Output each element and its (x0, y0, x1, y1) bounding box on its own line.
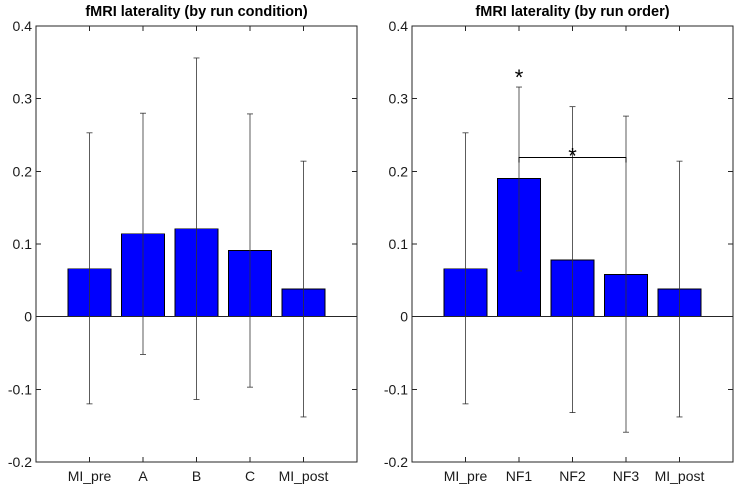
y-tick-label: 0.1 (389, 236, 409, 252)
x-tick-label: MI_pre (68, 468, 112, 484)
significance-bracket (518, 157, 627, 163)
x-tick-label: NF1 (506, 468, 533, 484)
y-tick-label: 0 (400, 309, 408, 325)
x-tick-label: MI_post (655, 468, 705, 484)
chart-title: fMRI laterality (by run condition) (85, 4, 308, 20)
y-tick-label: -0.2 (384, 454, 408, 470)
plot-area: -0.2 -0.1 0 0.1 0.2 0.3 0.4 MI_pre NF1 NF2 NF3 MI_p… (384, 18, 734, 484)
y-tick-label: 0.3 (389, 91, 409, 107)
y-tick-label: 0.1 (13, 236, 33, 252)
x-tick-label: MI_pre (444, 468, 488, 484)
y-tick-label: 0.4 (13, 18, 33, 34)
y-tick-label: -0.1 (384, 381, 408, 397)
plot-area: -0.2 -0.1 0 0.1 0.2 0.3 0.4 MI_pre A B C MI_post (8, 18, 358, 484)
y-tick-label: 0.2 (13, 163, 33, 179)
y-tick-label: -0.2 (8, 454, 32, 470)
y-tick-label: 0.2 (389, 163, 409, 179)
y-tick-label: 0 (24, 309, 32, 325)
y-tick-label: -0.1 (8, 381, 32, 397)
chart-title: fMRI laterality (by run order) (475, 4, 669, 20)
x-tick-label: A (138, 468, 148, 484)
significance-bracket-star: * (568, 144, 577, 169)
x-tick-label: MI_post (279, 468, 329, 484)
x-tick-label: B (192, 468, 201, 484)
x-tick-label: NF2 (559, 468, 586, 484)
significance-star: * (515, 65, 524, 90)
chart-panel-by-run-condition: fMRI laterality (by run condition) -0.2-… (8, 4, 358, 484)
chart-panel-by-run-order: fMRI laterality (by run order) -0.2 -0.1 0… (384, 4, 734, 484)
x-tick-label: C (245, 468, 255, 484)
y-tick-label: 0.4 (389, 18, 409, 34)
y-tick-label: 0.3 (13, 91, 33, 107)
x-tick-label: NF3 (613, 468, 640, 484)
